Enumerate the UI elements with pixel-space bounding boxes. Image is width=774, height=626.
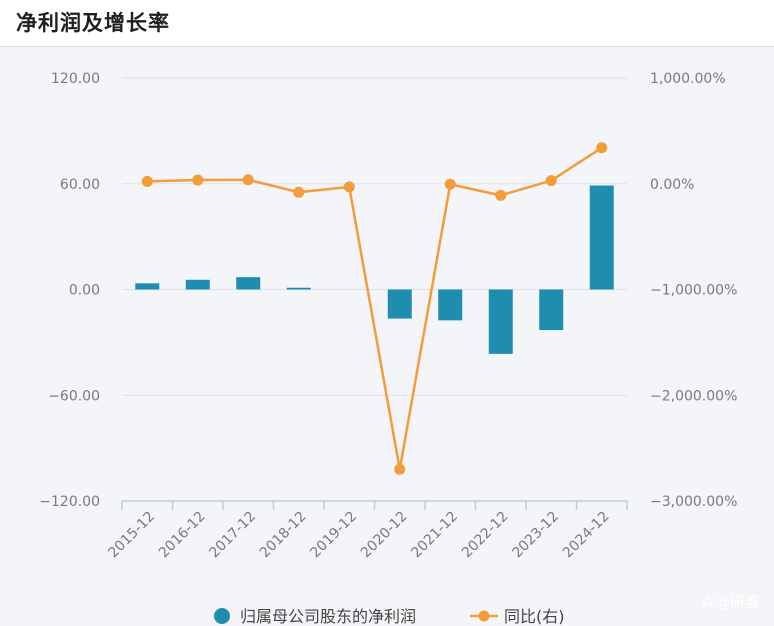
bar-net-profit[interactable]	[387, 289, 412, 319]
yoy-growth-point[interactable]	[293, 186, 305, 198]
left-axis-tick-label: 120.00	[51, 71, 100, 87]
x-axis-tick-label: 2024-12	[560, 509, 613, 562]
page-title: 净利润及增长率	[16, 11, 170, 35]
yoy-growth-point[interactable]	[545, 175, 557, 187]
bar-net-profit[interactable]	[589, 185, 614, 290]
chart-header: 净利润及增长率	[0, 0, 774, 47]
right-axis-tick-label: 1,000.00%	[650, 71, 726, 87]
right-axis-tick-label: 0.00%	[650, 177, 694, 193]
left-axis-tick-label: −60.00	[48, 388, 100, 404]
left-axis-tick-label: 60.00	[60, 177, 100, 193]
bar-net-profit[interactable]	[286, 287, 311, 290]
bar-net-profit[interactable]	[185, 279, 210, 290]
legend-line-label: 同比(右)	[504, 607, 565, 626]
yoy-growth-point[interactable]	[596, 142, 608, 154]
bar-net-profit[interactable]	[488, 289, 513, 354]
yoy-growth-line	[147, 146, 603, 471]
x-axis-tick-label: 2020-12	[358, 509, 411, 562]
yoy-growth-point[interactable]	[242, 174, 254, 186]
legend-bar-marker	[214, 608, 230, 624]
x-axis-tick-label: 2022-12	[459, 509, 512, 562]
bar-net-profit[interactable]	[236, 277, 261, 290]
bar-net-profit[interactable]	[135, 283, 160, 290]
yoy-growth-point[interactable]	[343, 181, 355, 193]
bar-net-profit[interactable]	[438, 289, 463, 321]
chart-panel: 120.00 60.00 0.00 −60.00 −120.00 1,000.00% 0.0…	[0, 47, 774, 626]
left-axis-tick-label: 0.00	[69, 283, 100, 299]
x-axis-tick-label: 2017-12	[206, 509, 259, 562]
combo-chart: 120.00 60.00 0.00 −60.00 −120.00 1,000.00% 0.0…	[39, 71, 760, 626]
x-axis-tick-label: 2021-12	[408, 509, 461, 562]
yoy-growth-point[interactable]	[141, 175, 153, 187]
yoy-growth-point[interactable]	[192, 174, 204, 186]
x-axis-tick-label: 2019-12	[307, 509, 360, 562]
yoy-growth-point[interactable]	[444, 178, 456, 190]
right-axis-tick-label: −3,000.00%	[650, 494, 737, 510]
x-axis-tick-label: 2023-12	[509, 509, 562, 562]
yoy-growth-point[interactable]	[394, 463, 406, 475]
legend-bar-label: 归属母公司股东的净利润	[240, 607, 416, 626]
x-axis-tick-label: 2015-12	[105, 509, 158, 562]
right-axis-tick-label: −2,000.00%	[650, 388, 737, 404]
left-axis-tick-label: −120.00	[39, 494, 100, 510]
watermark-text: ⁂@研客	[700, 593, 760, 611]
bar-net-profit[interactable]	[539, 289, 564, 331]
legend-line-dot	[478, 610, 490, 622]
yoy-growth-point[interactable]	[495, 189, 507, 201]
right-axis-tick-label: −1,000.00%	[650, 283, 737, 299]
x-axis-tick-label: 2016-12	[156, 509, 209, 562]
x-axis-tick-label: 2018-12	[257, 509, 310, 562]
